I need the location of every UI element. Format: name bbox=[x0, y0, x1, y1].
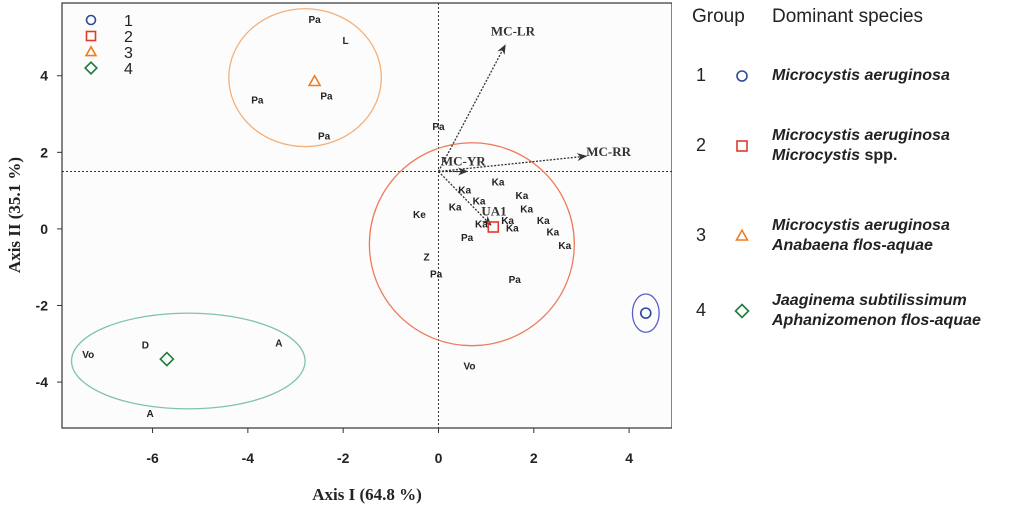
legend-row-group-2: 2 Microcystis aeruginosa Microcystis spp. bbox=[672, 126, 1024, 166]
dominant-species-name: Microcystis aeruginosa bbox=[772, 127, 950, 144]
x-tick-label: -6 bbox=[146, 450, 159, 466]
group-4-centroid bbox=[159, 351, 175, 367]
legend-marker-1 bbox=[85, 14, 97, 26]
site-label: Pa bbox=[308, 15, 321, 26]
x-tick-label: 0 bbox=[435, 450, 443, 466]
y-tick-label: 2 bbox=[40, 144, 48, 160]
site-label: Pa bbox=[251, 95, 264, 106]
group-4-marker bbox=[734, 303, 750, 319]
group-3-marker bbox=[735, 228, 749, 241]
site-label: Ka bbox=[449, 202, 462, 213]
site-label: Pa bbox=[318, 132, 331, 143]
group-number: 2 bbox=[696, 135, 707, 155]
site-label: Ka bbox=[506, 224, 519, 235]
site-label: Ka bbox=[515, 191, 528, 202]
vector-label-mc-yr: MC-YR bbox=[441, 154, 486, 169]
dominant-species-name: Anabaena flos-aquae bbox=[772, 237, 933, 254]
legend-row-group-3: 3 Microcystis aeruginosa Anabaena flos-aqu… bbox=[672, 216, 1024, 256]
group-1-ellipse bbox=[631, 293, 660, 333]
legend-marker-2 bbox=[85, 30, 97, 42]
y-tick-label: 4 bbox=[40, 68, 48, 84]
group-2-ellipse bbox=[368, 142, 575, 347]
site-label: Pa bbox=[320, 91, 333, 102]
site-label: Ke bbox=[413, 210, 426, 221]
group-2-centroid bbox=[487, 221, 500, 233]
dominant-species-name: Microcystis spp. bbox=[772, 147, 898, 164]
site-label: Pa bbox=[509, 275, 522, 286]
site-label: D bbox=[142, 340, 149, 351]
site-label: Ka bbox=[558, 241, 571, 252]
x-tick-label: -2 bbox=[337, 450, 350, 466]
site-label: Vo bbox=[82, 350, 94, 361]
x-tick-label: 2 bbox=[530, 450, 538, 466]
legend-label-1: 1 bbox=[124, 13, 133, 30]
dominant-species-name: Microcystis aeruginosa bbox=[772, 67, 950, 84]
site-label: L bbox=[343, 36, 349, 47]
x-axis-label: Axis I (64.8 %) bbox=[312, 485, 422, 504]
site-label: Ka bbox=[520, 204, 533, 215]
legend-label-3: 3 bbox=[124, 45, 133, 62]
site-label: Ka bbox=[537, 216, 550, 227]
group-1-centroid bbox=[639, 307, 652, 319]
x-tick-label: 4 bbox=[625, 450, 633, 466]
vector-label-mc-lr: MC-LR bbox=[491, 24, 536, 39]
vector-label-mc-rr: MC-RR bbox=[586, 144, 631, 159]
legend-marker-4 bbox=[84, 61, 98, 75]
vector-label-ua1: UA1 bbox=[481, 204, 506, 219]
dominant-species-name: Aphanizomenon flos-aquae bbox=[772, 312, 981, 329]
y-tick-label: -4 bbox=[36, 374, 49, 390]
legend-label-2: 2 bbox=[124, 29, 133, 46]
group-header: Group bbox=[692, 6, 745, 27]
site-label: Pa bbox=[461, 233, 474, 244]
site-label: Ka bbox=[473, 197, 486, 208]
group-number: 1 bbox=[696, 65, 707, 85]
site-label: A bbox=[147, 409, 154, 420]
legend-row-group-4: 4 Jaaginema subtilissimum Aphanizomenon fl… bbox=[672, 291, 1024, 331]
y-tick-label: -2 bbox=[36, 297, 49, 313]
plot-frame bbox=[61, 2, 672, 429]
legend-marker-3 bbox=[84, 45, 98, 57]
group-3-ellipse bbox=[228, 8, 382, 148]
vector-mc-lr bbox=[437, 44, 506, 172]
y-axis-label: Axis II (35.1 %) bbox=[5, 157, 24, 273]
group-number: 4 bbox=[696, 300, 707, 320]
group-marker-icon bbox=[736, 140, 748, 152]
group-marker-icon bbox=[734, 303, 750, 319]
group-2-marker bbox=[736, 140, 748, 152]
site-label: Ka bbox=[458, 185, 471, 196]
site-label: Pa bbox=[432, 122, 445, 133]
legend-label-4: 4 bbox=[124, 61, 133, 78]
site-label: A bbox=[275, 338, 282, 349]
species-header: Dominant species bbox=[772, 6, 924, 27]
site-label: Z bbox=[424, 252, 430, 263]
site-label: Ka bbox=[475, 220, 488, 231]
site-label: Ka bbox=[492, 178, 505, 189]
y-tick-label: 0 bbox=[40, 221, 48, 237]
legend-row-group-1: 1 Microcystis aeruginosa bbox=[672, 65, 1024, 86]
site-label: Pa bbox=[430, 269, 443, 280]
site-label: Ka bbox=[546, 227, 559, 238]
group-4-ellipse bbox=[70, 312, 306, 410]
legend-panel: Group Dominant species 1 Microcystis aeru… bbox=[672, 0, 1024, 513]
site-label: Vo bbox=[463, 361, 475, 372]
site-label: Ka bbox=[501, 216, 514, 227]
vector-ua1 bbox=[438, 171, 492, 226]
group-marker-icon bbox=[736, 70, 748, 82]
dominant-species-name: Microcystis aeruginosa bbox=[772, 217, 950, 234]
group-number: 3 bbox=[696, 225, 707, 245]
x-tick-label: -4 bbox=[242, 450, 255, 466]
group-3-centroid bbox=[307, 74, 322, 87]
dominant-species-name: Jaaginema subtilissimum bbox=[772, 292, 967, 309]
group-marker-icon bbox=[735, 228, 749, 241]
group-1-marker bbox=[736, 70, 748, 82]
